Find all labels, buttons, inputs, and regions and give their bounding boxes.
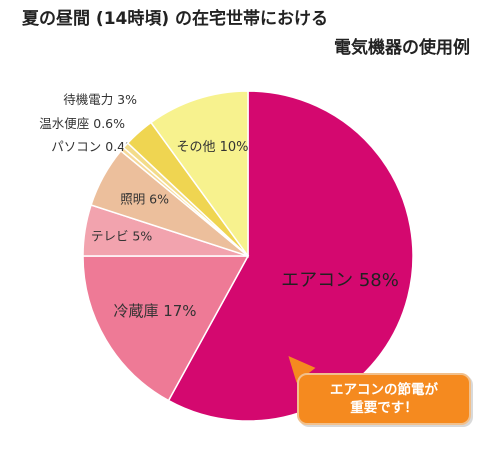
chart-title-line1: 夏の昼間 (14時頃) の在宅世帯における bbox=[22, 9, 329, 29]
pie-label-2: テレビ 5% bbox=[91, 228, 152, 243]
pie-slice-0 bbox=[167, 90, 414, 422]
pie-label-3: 照明 6% bbox=[120, 192, 169, 207]
pie-label-6: 待機電力 3% bbox=[63, 92, 137, 107]
pie-label-5: 温水便座 0.6% bbox=[39, 116, 125, 131]
pie-slice-7 bbox=[149, 90, 249, 259]
chart-title-line2: 電気機器の使用例 bbox=[334, 38, 470, 58]
pie-label-0: エアコン 58% bbox=[281, 270, 399, 291]
callout-line1: エアコンの節電が bbox=[330, 381, 438, 398]
callout-bubble: エアコンの節電が 重要です！ bbox=[297, 373, 471, 425]
callout-line2: 重要です！ bbox=[350, 400, 418, 416]
pie-label-1: 冷蔵庫 17% bbox=[113, 302, 196, 320]
pie-slice-1 bbox=[82, 255, 250, 402]
pie-label-4: パソコン 0.4% bbox=[51, 139, 137, 154]
pie-label-7: その他 10% bbox=[176, 140, 248, 155]
